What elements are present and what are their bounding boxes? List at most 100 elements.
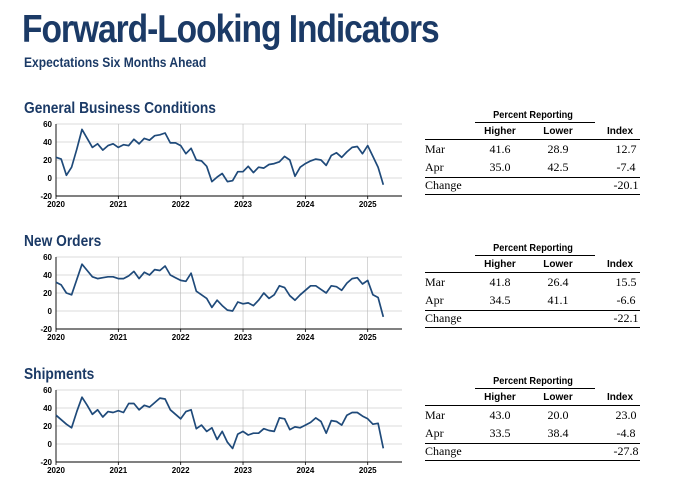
y-tick-label: 60 — [43, 120, 52, 129]
apr-index: -4.8 — [616, 426, 636, 440]
series-line — [55, 263, 385, 318]
change-index: -22.1 — [613, 311, 639, 325]
col-lower-header: Lower — [543, 126, 573, 137]
col-index-header: Index — [606, 392, 634, 403]
x-tick-label: 2024 — [296, 200, 314, 209]
x-tick-label: 2021 — [109, 466, 127, 475]
mar-index: 23.0 — [615, 408, 637, 422]
col-higher-header: Higher — [484, 259, 516, 270]
y-tick-label: 60 — [43, 386, 52, 395]
y-tick-label: 40 — [43, 271, 52, 280]
x-tick-label: 2023 — [234, 466, 252, 475]
bottom-rule — [425, 194, 640, 195]
row-label-change: Change — [425, 311, 462, 325]
apr-higher: 34.5 — [489, 293, 511, 307]
y-tick-label: 0 — [48, 440, 53, 449]
column-rule — [425, 272, 640, 273]
col-index-header: Index — [606, 259, 634, 270]
change-index: -20.1 — [613, 178, 639, 192]
change-rule — [425, 310, 640, 311]
x-tick-label: 2022 — [172, 333, 190, 342]
col-higher-header: Higher — [484, 392, 516, 403]
x-tick-label: 2021 — [109, 333, 127, 342]
x-tick-label: 2022 — [172, 200, 190, 209]
y-tick-label: 0 — [48, 174, 53, 183]
row-label-apr: Apr — [425, 293, 444, 307]
x-tick-label: 2020 — [47, 333, 65, 342]
x-tick-label: 2023 — [234, 200, 252, 209]
series-line — [55, 128, 385, 185]
y-tick-label: 40 — [43, 404, 52, 413]
panel-new-orders: New Orders -20 0 20 40 60 2020 2021 2022 2023 202… — [0, 233, 678, 363]
row-label-change: Change — [425, 444, 462, 458]
apr-higher: 35.0 — [489, 160, 511, 174]
apr-lower: 41.1 — [547, 293, 569, 307]
panel-general-business-conditions: General Business Conditions -20 0 20 40 60 20… — [0, 100, 678, 230]
percent-reporting-header: Percent Reporting — [493, 376, 573, 387]
series-line — [55, 396, 385, 450]
line-chart: -20 0 20 40 60 2020 2021 2022 2023 2024 2025 — [40, 120, 402, 209]
y-tick-label: 60 — [43, 253, 52, 262]
row-label-apr: Apr — [425, 426, 444, 440]
bottom-rule — [425, 460, 640, 461]
mar-lower: 28.9 — [547, 142, 569, 156]
x-tick-label: 2021 — [109, 200, 127, 209]
y-tick-label: 20 — [43, 289, 52, 298]
col-higher-header: Higher — [484, 126, 516, 137]
header-rule — [475, 122, 595, 123]
panel-title: General Business Conditions — [24, 100, 216, 117]
y-tick-label: -20 — [40, 458, 52, 467]
change-index: -27.8 — [613, 444, 639, 458]
column-rule — [425, 405, 640, 406]
mar-higher: 43.0 — [489, 408, 511, 422]
x-tick-label: 2025 — [359, 333, 377, 342]
panel-shipments: Shipments -20 0 20 40 60 2020 2021 2022 2023 2024… — [0, 366, 678, 496]
panel-title: Shipments — [24, 366, 95, 383]
apr-index: -7.4 — [616, 160, 636, 174]
mar-lower: 26.4 — [547, 275, 569, 289]
x-tick-label: 2020 — [47, 466, 65, 475]
col-lower-header: Lower — [543, 259, 573, 270]
row-label-mar: Mar — [425, 408, 445, 422]
mar-higher: 41.8 — [489, 275, 511, 289]
col-index-header: Index — [606, 126, 634, 137]
x-tick-label: 2025 — [359, 200, 377, 209]
line-chart: -20 0 20 40 60 2020 2021 2022 2023 2024 2025 — [40, 253, 402, 342]
x-tick-label: 2025 — [359, 466, 377, 475]
row-label-mar: Mar — [425, 275, 445, 289]
mar-index: 15.5 — [615, 275, 637, 289]
x-tick-label: 2020 — [47, 200, 65, 209]
row-label-mar: Mar — [425, 142, 445, 156]
row-label-change: Change — [425, 178, 462, 192]
y-tick-label: 0 — [48, 307, 53, 316]
line-chart: -20 0 20 40 60 2020 2021 2022 2023 2024 2025 — [40, 386, 402, 475]
header-rule — [475, 388, 595, 389]
apr-lower: 42.5 — [547, 160, 569, 174]
column-rule — [425, 139, 640, 140]
row-label-apr: Apr — [425, 160, 444, 174]
y-tick-label: 20 — [43, 156, 52, 165]
panel-title: New Orders — [24, 233, 102, 250]
y-tick-label: -20 — [40, 192, 52, 201]
y-tick-label: 40 — [43, 138, 52, 147]
x-tick-label: 2022 — [172, 466, 190, 475]
x-tick-label: 2024 — [296, 466, 314, 475]
percent-reporting-header: Percent Reporting — [493, 110, 573, 121]
apr-index: -6.6 — [616, 293, 636, 307]
apr-higher: 33.5 — [489, 426, 511, 440]
change-rule — [425, 443, 640, 444]
mar-higher: 41.6 — [489, 142, 511, 156]
x-tick-label: 2023 — [234, 333, 252, 342]
page-title: Forward-Looking Indicators — [22, 8, 440, 51]
mar-index: 12.7 — [615, 142, 637, 156]
page-subtitle: Expectations Six Months Ahead — [24, 54, 207, 70]
percent-reporting-header: Percent Reporting — [493, 243, 573, 254]
change-rule — [425, 177, 640, 178]
mar-lower: 20.0 — [547, 408, 569, 422]
y-tick-label: -20 — [40, 325, 52, 334]
bottom-rule — [425, 327, 640, 328]
y-tick-label: 20 — [43, 422, 52, 431]
header-rule — [475, 255, 595, 256]
col-lower-header: Lower — [543, 392, 573, 403]
x-tick-label: 2024 — [296, 333, 314, 342]
